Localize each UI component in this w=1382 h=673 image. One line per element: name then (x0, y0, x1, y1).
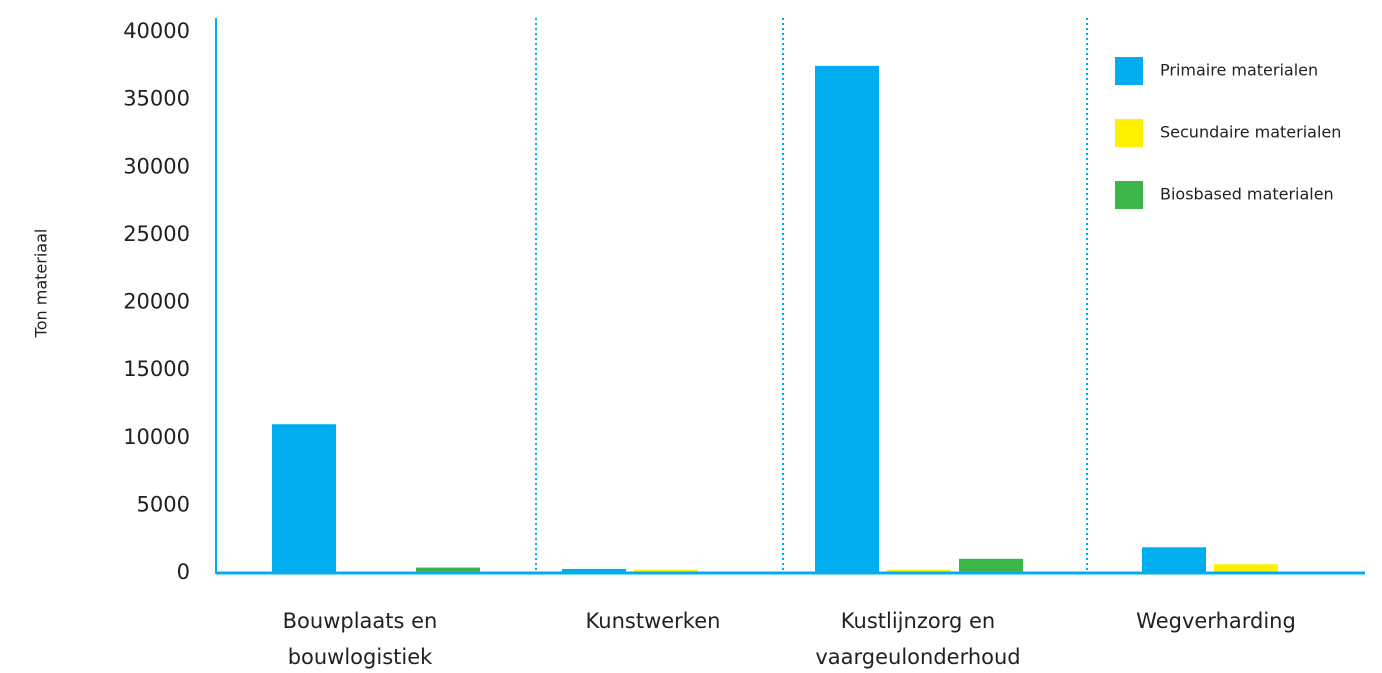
legend-swatch (1115, 119, 1143, 147)
legend-label: Primaire materialen (1160, 61, 1318, 80)
bar (887, 569, 951, 573)
legend-swatch (1115, 57, 1143, 85)
bar (959, 558, 1023, 573)
y-tick-label: 5000 (137, 492, 190, 516)
y-tick-label: 30000 (123, 154, 190, 178)
legend-label: Secundaire materialen (1160, 123, 1341, 142)
x-tick-label: Bouwplaats en bouwlogistiek (282, 609, 438, 669)
bar (416, 567, 480, 573)
bar (634, 569, 698, 573)
y-axis-label: Ton materiaal (32, 229, 51, 339)
y-tick-label: 40000 (123, 19, 190, 43)
bar (562, 568, 626, 573)
bar (1214, 564, 1278, 573)
legend-label: Biosbased materialen (1160, 185, 1334, 204)
y-tick-label: 0 (177, 560, 190, 584)
x-tick-label: Kunstwerken (585, 609, 721, 633)
y-tick-label: 25000 (123, 222, 190, 246)
y-tick-label: 20000 (123, 290, 190, 314)
x-tick-label: Kustlijnzorg en vaargeulonderhoud (815, 609, 1021, 669)
y-tick-label: 35000 (123, 87, 190, 111)
bar (1142, 547, 1206, 573)
bar (815, 65, 879, 573)
legend-swatch (1115, 181, 1143, 209)
x-tick-label: Wegverharding (1136, 609, 1296, 633)
bar (272, 424, 336, 573)
y-tick-label: 15000 (123, 357, 190, 381)
y-tick-label: 10000 (123, 425, 190, 449)
